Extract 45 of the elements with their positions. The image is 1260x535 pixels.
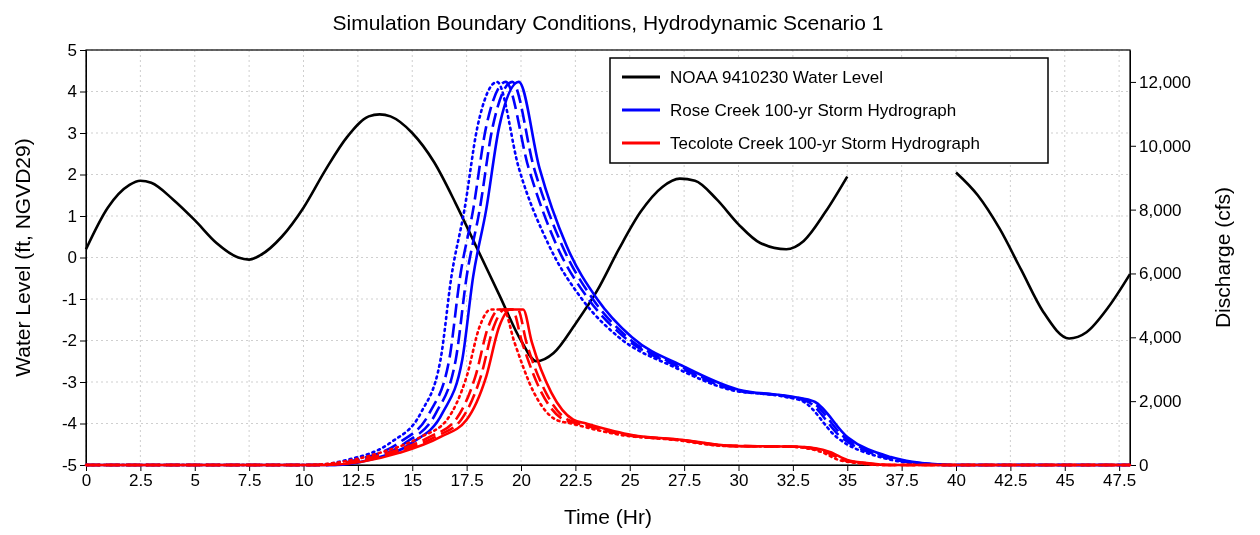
y2-tick-label: 6,000	[1139, 264, 1182, 284]
legend-label: Rose Creek 100-yr Storm Hydrograph	[670, 100, 957, 120]
y-tick-label: 3	[67, 123, 77, 143]
y-axis-title: Water Level (ft, NGVD29)	[11, 138, 34, 377]
x-tick-label: 0	[81, 471, 92, 491]
x-tick-label: 32.5	[776, 471, 810, 491]
y2-tick-label: 0	[1139, 455, 1149, 475]
x-axis-title: Time (Hr)	[564, 505, 652, 528]
x-tick-label: 35	[838, 471, 858, 491]
legend-label: NOAA 9410230 Water Level	[670, 67, 883, 87]
y-tick-label: -1	[61, 289, 77, 309]
y-tick-label: 4	[67, 82, 77, 102]
y-tick-label: 1	[67, 206, 77, 226]
y-tick-label: 2	[67, 165, 77, 185]
x-tick-label: 40	[947, 471, 966, 491]
y2-tick-label: 12,000	[1139, 72, 1191, 92]
y-tick-label: 0	[67, 248, 77, 268]
x-tick-label: 42.5	[994, 471, 1028, 491]
x-tick-label: 27.5	[668, 471, 702, 491]
y-tick-label: -4	[61, 414, 77, 434]
chart-title: Simulation Boundary Conditions, Hydrodynamic Scenario 1	[332, 11, 884, 34]
y-tick-label: 5	[67, 40, 77, 60]
y-tick-label: -3	[61, 372, 77, 392]
y-tick-label: -5	[61, 455, 77, 475]
y2-tick-label: 8,000	[1139, 200, 1182, 220]
x-tick-label: 47.5	[1103, 471, 1137, 491]
x-tick-label: 2.5	[129, 471, 153, 491]
y-tick-label: -2	[61, 331, 77, 351]
y2-tick-label: 10,000	[1139, 136, 1191, 156]
legend-label: Tecolote Creek 100-yr Storm Hydrograph	[670, 133, 980, 153]
x-tick-label: 17.5	[450, 471, 484, 491]
x-tick-label: 25	[620, 471, 640, 491]
x-tick-label: 12.5	[341, 471, 375, 491]
x-tick-label: 22.5	[559, 471, 593, 491]
y2-axis-title: Discharge (cfs)	[1211, 186, 1234, 329]
x-tick-label: 30	[729, 471, 749, 491]
x-tick-label: 45	[1055, 471, 1075, 491]
x-tick-label: 37.5	[885, 471, 919, 491]
y2-tick-label: 2,000	[1139, 392, 1182, 412]
x-tick-label: 10	[294, 471, 314, 491]
x-tick-label: 5	[190, 471, 200, 491]
x-tick-label: 15	[403, 471, 423, 491]
x-tick-label: 7.5	[237, 471, 262, 491]
y2-tick-label: 4,000	[1139, 328, 1182, 348]
x-tick-label: 20	[512, 471, 531, 491]
